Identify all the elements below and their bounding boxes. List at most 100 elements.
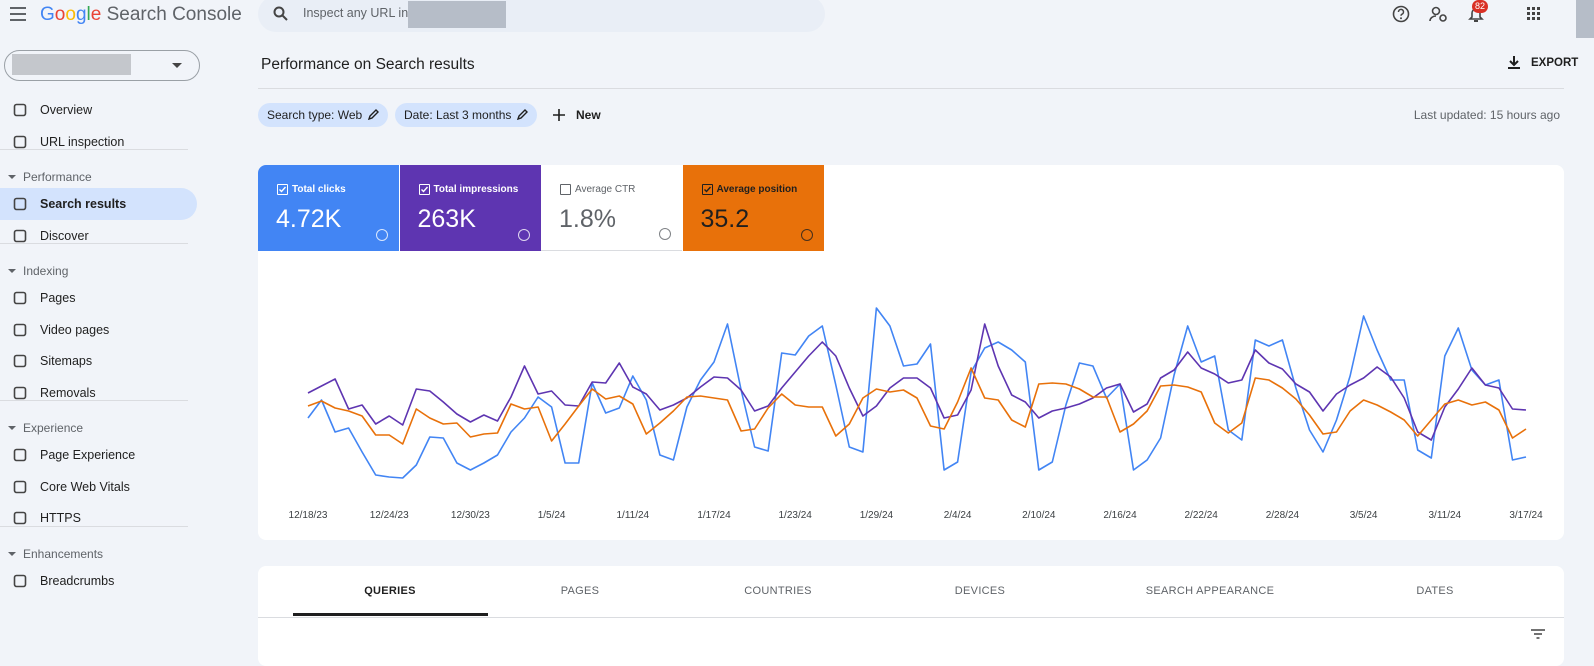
nav-icon [13,323,27,336]
search-box[interactable]: Inspect any URL in [258,0,825,32]
chip-label: Date: Last 3 months [404,108,512,122]
help-icon[interactable] [1392,5,1410,23]
tab[interactable]: PAGES [560,585,600,597]
tab[interactable]: DATES [1416,585,1454,597]
filter-chip[interactable]: Date: Last 3 months [395,103,538,127]
checkbox [418,184,430,195]
tabs-card [258,566,1564,666]
avatar[interactable] [1576,0,1594,38]
metric-value: 35.2 [700,205,750,233]
nav-label: Removals [40,385,96,400]
property-selector[interactable] [4,50,200,81]
metric-value: 1.8% [559,205,616,233]
nav-item[interactable]: Pages [0,282,197,314]
section-title[interactable]: Enhancements [8,547,103,561]
logo-google: Google [40,4,101,25]
tab[interactable]: COUNTRIES [744,585,812,597]
collapse-arrow [8,269,16,274]
nav-icon [13,574,27,587]
notification-badge: 82 [1472,0,1488,13]
nav-item[interactable]: Removals [0,377,197,409]
metric-card[interactable]: Total clicks 4.72K [258,165,399,251]
divider [0,525,188,527]
tab[interactable]: QUERIES [364,585,416,597]
dropdown-arrow [172,63,182,68]
nav-icon [13,291,27,305]
divider [0,400,188,401]
nav-icon [13,135,27,148]
nav-icon [13,103,27,117]
check-mark [703,186,711,193]
nav-label: Breadcrumbs [40,573,115,588]
logo-letter: o [65,4,76,25]
chip-label: Search type: Web [267,108,363,122]
collapse-arrow [8,175,16,180]
nav-icon [13,197,27,211]
logo-letter: l [86,4,91,25]
nav-item[interactable]: Discover [0,220,197,252]
nav-item[interactable]: URL inspection [0,126,197,158]
divider [0,243,188,244]
nav-item[interactable]: Sitemaps [0,345,197,377]
help-icon [517,229,530,241]
nav-label: Discover [40,228,89,243]
metric-label: Average CTR [575,184,636,195]
export-icon [1508,56,1520,69]
nav-item[interactable]: HTTPS [0,502,197,534]
metric-label: Total clicks [292,184,346,195]
tab[interactable]: DEVICES [954,585,1006,597]
nav-label: HTTPS [40,511,81,525]
metric-card[interactable]: Average position 35.2 [682,165,824,251]
metric-card[interactable]: Total impressions 263K [399,165,541,251]
metric-label: Average position [716,184,798,195]
apps-icon[interactable] [1527,7,1541,21]
nav-item[interactable]: Video pages [0,314,197,346]
section-title[interactable]: Experience [8,421,83,435]
export-button[interactable]: EXPORT [1531,57,1579,69]
nav-item[interactable]: Page Experience [0,439,197,471]
collapse-arrow [8,426,16,431]
logo-letter: g [75,4,87,25]
tab-indicator [293,613,488,616]
help-icon [800,229,813,241]
nav-label: URL inspection [40,134,125,149]
redacted [408,1,506,28]
metric-value: 263K [417,205,476,233]
filter-chip[interactable]: Search type: Web [258,103,389,127]
metric-label: Total impressions [433,184,519,195]
page-title: Performance on Search results [261,56,475,73]
nav-item[interactable]: Search results [0,188,197,220]
logo[interactable]: Google Search Console [40,4,242,26]
tab[interactable]: SEARCH APPEARANCE [1145,585,1275,597]
logo-letter: o [54,4,66,25]
section-title[interactable]: Performance [8,170,92,184]
metric-value: 4.72K [276,205,342,233]
collapse-arrow [8,551,16,556]
new-filter[interactable]: New [576,108,601,122]
nav-label: Search results [40,197,127,211]
checkbox [560,184,571,195]
logo-letter: e [90,4,102,25]
filter-icon[interactable] [1531,629,1545,639]
nav-icon [13,354,27,368]
logo-product: Search Console [106,4,242,25]
redacted [12,54,131,75]
nav-label: Overview [40,103,93,117]
nav-item[interactable]: Breadcrumbs [0,565,197,597]
nav-icon [13,386,27,399]
metric-card[interactable]: Average CTR 1.8% [541,165,682,251]
section-title[interactable]: Indexing [8,264,68,278]
edit-icon [368,109,380,120]
checkbox [277,184,288,195]
help-icon [376,229,388,241]
nav-item[interactable]: Overview [0,94,197,126]
account-settings-icon[interactable] [1429,5,1449,23]
divider [0,149,188,150]
check-mark [420,186,428,193]
nav-item[interactable]: Core Web Vitals [0,471,197,503]
check-mark [279,186,287,193]
search-placeholder: Inspect any URL in [303,6,409,20]
logo-letter: G [40,4,55,25]
menu-icon[interactable] [10,7,26,21]
